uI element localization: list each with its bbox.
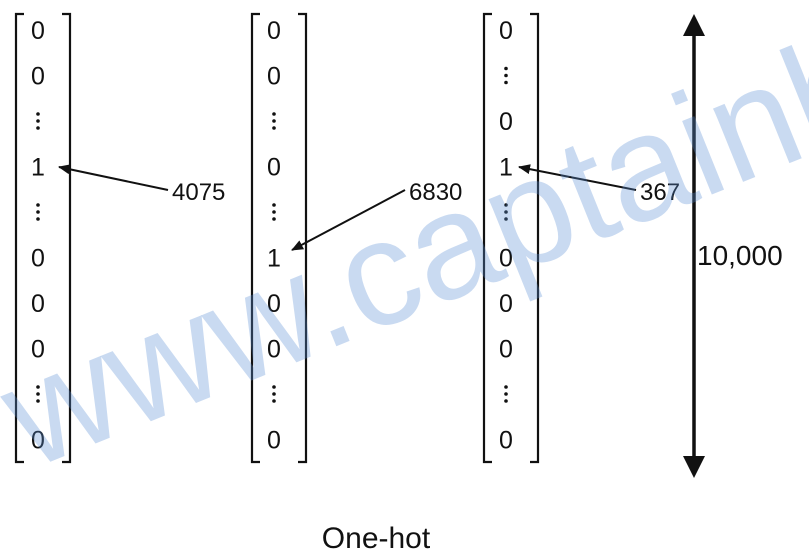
vector-entry: 0 [31,63,45,91]
vector-column-1: 0 0 1 0 0 0 0 4075 [14,12,225,464]
vector-column-2: 0 0 0 1 0 0 0 6830 [250,12,462,464]
vector-entry: 1 [31,154,45,182]
left-bracket [482,12,492,464]
caption: One-hot [322,522,431,555]
vector-column-3: 0 0 1 0 0 0 0 367 [482,12,680,464]
arrow-down-icon [683,456,705,478]
vector-entry: 0 [499,290,513,318]
vertical-ellipsis-icon [504,203,508,221]
vector-entry: 0 [31,290,45,318]
vector-entry: 0 [31,336,45,364]
vertical-ellipsis-icon [36,112,40,130]
vector-entry: 0 [267,427,281,455]
vector-entries: 0 0 1 0 0 0 0 [499,17,513,455]
vector-entry: 1 [499,154,513,182]
vector-entry: 0 [499,108,513,136]
left-bracket [250,12,260,464]
index-label: 6830 [409,179,462,206]
vertical-ellipsis-icon [272,112,276,130]
left-bracket [14,12,24,464]
vector-entries: 0 0 0 1 0 0 0 [267,17,281,455]
vertical-ellipsis-icon [504,66,508,85]
right-bracket [298,12,308,464]
index-arrow [58,164,169,191]
arrow-up-icon [683,14,705,36]
index-label: 4075 [172,179,225,206]
vertical-ellipsis-icon [36,385,40,403]
vector-entry: 0 [31,427,45,455]
watermark: www.captainbed.net [0,0,809,500]
right-bracket [62,12,72,464]
dimension-indicator: 10,000 [683,14,783,478]
vertical-ellipsis-icon [504,385,508,403]
index-arrow [291,189,406,251]
vertical-ellipsis-icon [272,385,276,403]
vector-entry: 0 [499,245,513,273]
vector-entry: 0 [499,17,513,45]
vertical-ellipsis-icon [36,203,40,221]
vector-entry: 0 [267,63,281,91]
vector-entry: 0 [499,336,513,364]
vector-entry: 0 [499,427,513,455]
vector-entry: 1 [267,245,281,273]
right-bracket [530,12,540,464]
vector-entry: 0 [267,17,281,45]
vector-entry: 0 [267,336,281,364]
vector-entry: 0 [267,290,281,318]
index-label: 367 [640,179,680,206]
vector-entry: 0 [31,245,45,273]
vertical-ellipsis-icon [272,203,276,221]
vector-entry: 0 [267,154,281,182]
vector-entries: 0 0 1 0 0 0 0 [31,17,45,455]
index-arrow [518,164,637,191]
vector-entry: 0 [31,17,45,45]
dimension-label: 10,000 [697,240,783,271]
